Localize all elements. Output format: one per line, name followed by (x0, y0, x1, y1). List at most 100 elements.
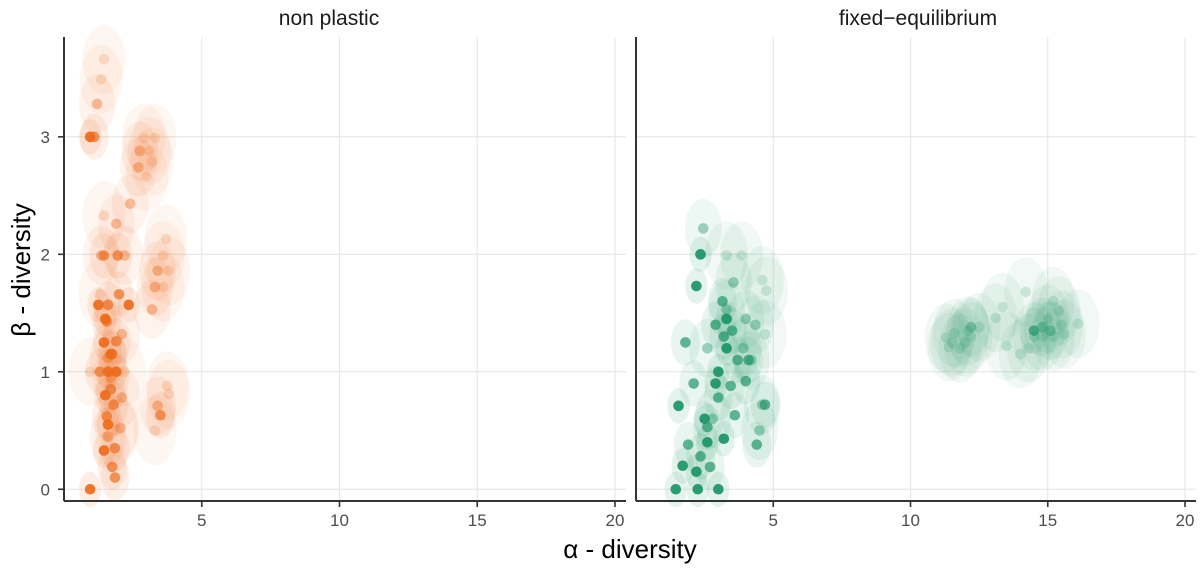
data-point (713, 392, 724, 403)
data-point (1072, 318, 1084, 329)
density-blob (1031, 302, 1075, 371)
data-point (106, 461, 118, 473)
data-point (677, 460, 688, 472)
data-point (718, 433, 730, 445)
density-blob (952, 297, 990, 357)
data-point (163, 265, 174, 277)
y-tick-label: 0 (41, 480, 50, 499)
data-point (688, 378, 699, 389)
density-blob (949, 302, 993, 371)
data-point (1053, 305, 1065, 317)
data-point (710, 319, 721, 331)
data-point (98, 337, 110, 348)
x-tick-label: 10 (901, 511, 920, 530)
data-point (123, 299, 135, 311)
grid-right (636, 37, 1196, 501)
data-point (717, 296, 728, 307)
density-blob (127, 116, 171, 186)
density-blob (121, 121, 159, 181)
density-blob (974, 283, 1018, 353)
data-point (754, 425, 765, 436)
density-blob (139, 241, 177, 301)
density-blob (141, 252, 185, 322)
data-point (1020, 286, 1032, 298)
density-blob (1020, 302, 1064, 371)
data-point (157, 281, 169, 293)
data-point (680, 337, 691, 348)
data-point (740, 375, 752, 387)
data-point (721, 304, 732, 315)
density-blob (727, 289, 765, 349)
data-point (695, 451, 706, 462)
density-right (664, 199, 1100, 508)
data-point (973, 321, 985, 333)
data-point (713, 366, 724, 378)
data-point (726, 325, 738, 336)
density-blob (122, 103, 166, 173)
data-point (152, 265, 163, 277)
data-point (112, 250, 124, 261)
density-left (68, 24, 191, 508)
y-ticks: 0 1 2 3 (41, 128, 64, 499)
data-point (101, 411, 113, 422)
data-point (111, 425, 122, 436)
data-point (949, 327, 960, 339)
density-blob (688, 318, 726, 378)
data-point (111, 366, 122, 378)
x-tick-label: 15 (468, 511, 487, 530)
data-point (138, 132, 150, 144)
data-point (84, 483, 96, 495)
density-blob (741, 401, 778, 460)
y-axis-title: β - diversity (6, 203, 36, 336)
data-point (98, 445, 110, 456)
density-blob (133, 280, 171, 339)
density-blob (980, 272, 1024, 342)
data-point (946, 337, 957, 348)
data-point (100, 313, 111, 325)
grid-left (64, 37, 626, 501)
density-blob (1012, 302, 1056, 371)
x-tick-label: 5 (197, 511, 206, 530)
density-blob (79, 44, 123, 114)
density-blob (144, 204, 188, 274)
density-blob (946, 296, 990, 366)
data-point (152, 400, 163, 412)
density-blob (147, 236, 191, 306)
data-point (728, 277, 739, 288)
density-blob (924, 303, 968, 373)
data-point (108, 399, 119, 410)
facet-title-right: fixed−equilibrium (839, 7, 997, 30)
data-point (1036, 321, 1048, 333)
data-point (761, 285, 772, 297)
density-blob (102, 398, 139, 458)
data-point (697, 223, 709, 234)
density-blob (103, 368, 141, 428)
density-blob (998, 319, 1042, 389)
data-point (965, 331, 977, 342)
data-point (1042, 313, 1054, 325)
data-point (1001, 340, 1012, 352)
data-point (713, 483, 724, 495)
left-panel: non plastic 5 10 15 20 0 1 2 3 (41, 7, 626, 530)
data-point (702, 421, 713, 433)
density-blob (743, 299, 787, 369)
density-blob (985, 311, 1029, 381)
points-left (84, 54, 174, 495)
data-point (682, 439, 694, 450)
data-point (93, 299, 104, 311)
data-point (704, 461, 716, 473)
density-blob (125, 142, 169, 212)
y-tick-label: 3 (41, 128, 50, 147)
data-point (1023, 342, 1034, 354)
data-point (1047, 296, 1059, 307)
data-point (149, 281, 161, 293)
y-tick-label: 2 (41, 245, 50, 264)
data-point (98, 54, 110, 65)
data-point (144, 145, 155, 157)
data-point (109, 472, 121, 483)
data-point (134, 145, 146, 157)
data-point (1058, 328, 1070, 340)
x-tick-label: 20 (606, 511, 625, 530)
data-point (997, 301, 1008, 313)
data-point (702, 342, 713, 354)
